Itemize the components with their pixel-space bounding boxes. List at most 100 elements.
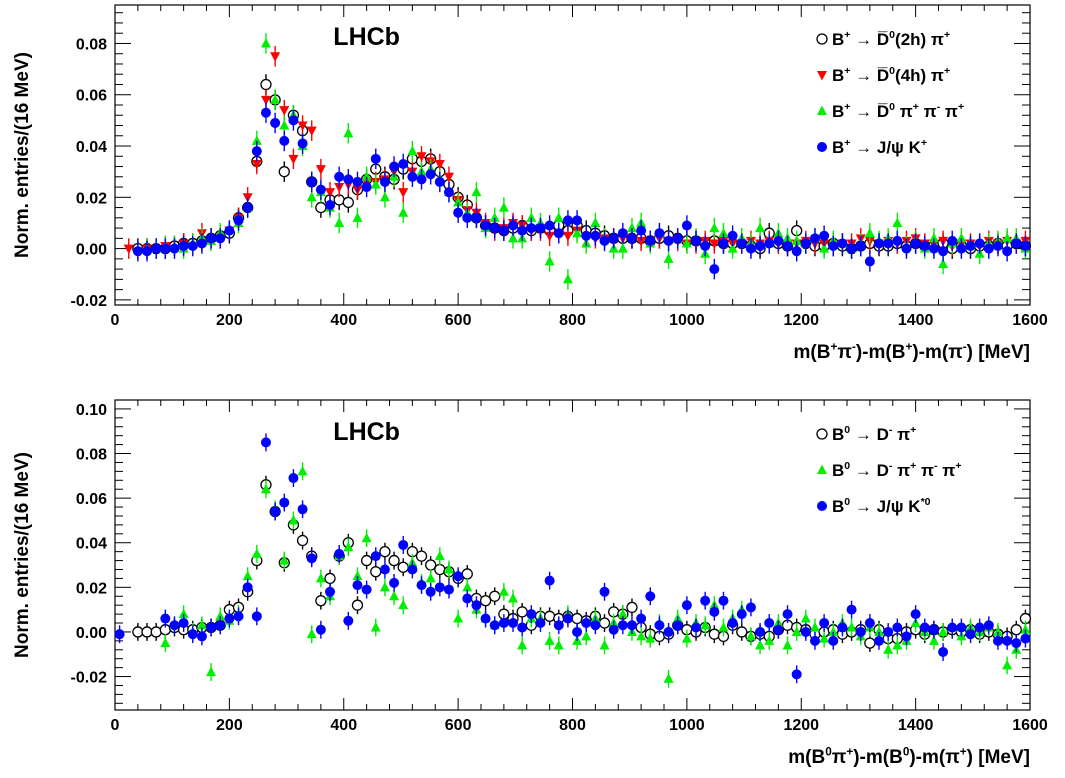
data-point <box>608 233 619 244</box>
data-point <box>416 152 427 162</box>
data-point <box>764 618 775 629</box>
data-point <box>123 244 134 255</box>
data-point <box>828 626 839 636</box>
data-point <box>242 570 253 581</box>
data-point <box>434 176 445 187</box>
data-point <box>544 575 555 586</box>
data-point <box>819 230 830 241</box>
data-point <box>343 615 354 626</box>
data-point <box>389 161 400 172</box>
legend-entry: B+​ → J/ψ K+​ <box>832 137 927 157</box>
legend-entry: B+​ → D̅0​ π+​ π-​ π+​ <box>832 101 964 121</box>
y-tick-label: 0.02 <box>76 580 107 597</box>
data-point <box>397 561 409 573</box>
data-point <box>425 169 436 180</box>
data-point <box>846 621 857 632</box>
data-point <box>251 135 262 145</box>
data-point <box>681 600 692 611</box>
data-point <box>691 622 702 633</box>
data-point <box>379 546 391 558</box>
data-point <box>1020 241 1031 252</box>
data-point <box>974 238 985 249</box>
data-point <box>297 465 308 476</box>
data-point <box>736 609 747 620</box>
data-point <box>370 621 381 632</box>
x-tick-label: 600 <box>445 717 472 734</box>
data-point <box>334 183 345 193</box>
y-tick-label: 0.06 <box>76 88 107 105</box>
data-point <box>636 630 647 641</box>
x-axis-label: m(B0​π+​)-m(B0​)-m(π+​) [MeV] <box>788 745 1030 768</box>
data-point <box>260 483 271 494</box>
legend-marker <box>817 501 827 511</box>
data-point <box>626 222 637 233</box>
data-point <box>388 554 400 567</box>
data-point <box>544 220 555 231</box>
data-point <box>334 548 345 559</box>
data-point <box>489 212 500 222</box>
data-point <box>471 186 482 197</box>
data-point <box>206 233 217 244</box>
data-point <box>142 246 153 257</box>
legend-entry: B+​ → D̅0​(2h) π+​ <box>832 29 950 49</box>
data-point <box>526 223 537 234</box>
data-point <box>855 241 866 252</box>
data-point <box>535 618 546 629</box>
data-point <box>434 563 446 576</box>
data-point <box>242 202 253 213</box>
data-point <box>379 176 390 187</box>
data-point <box>819 243 830 253</box>
data-point <box>132 246 143 257</box>
data-point <box>370 153 381 164</box>
data-point <box>279 135 290 146</box>
data-point <box>407 564 418 575</box>
data-point <box>846 243 857 254</box>
x-axis: 0 200 400 600 800 1000 1200 1400 1600 <box>111 5 1048 329</box>
data-point <box>215 610 226 621</box>
data-point <box>901 631 912 642</box>
y-tick-label: 0.04 <box>76 536 107 553</box>
data-point <box>389 577 400 588</box>
data-point <box>819 618 830 629</box>
data-point <box>553 620 564 631</box>
data-point <box>626 620 637 631</box>
data-point <box>508 618 519 629</box>
data-point <box>672 620 683 631</box>
data-point <box>645 235 656 246</box>
data-point <box>892 235 903 246</box>
data-point <box>306 553 317 564</box>
data-point <box>572 227 583 238</box>
data-point <box>288 514 299 525</box>
data-point <box>407 171 418 182</box>
data-point <box>901 243 912 254</box>
data-point <box>517 639 528 650</box>
data-point <box>654 228 665 239</box>
data-point <box>828 635 839 646</box>
data-point <box>992 635 1003 646</box>
data-point <box>342 196 354 209</box>
data-point <box>489 223 500 234</box>
data-point <box>727 230 738 241</box>
data-point <box>974 622 985 633</box>
data-point <box>855 626 866 637</box>
data-point <box>956 243 967 254</box>
data-point <box>617 228 628 239</box>
data-point <box>379 564 390 575</box>
data-point <box>581 630 592 641</box>
data-point <box>425 572 436 583</box>
data-point <box>709 264 720 275</box>
data-point <box>672 233 683 244</box>
data-point <box>608 624 619 635</box>
data-point <box>791 246 802 257</box>
data-point <box>160 637 171 648</box>
data-point <box>517 622 528 633</box>
data-point <box>169 620 180 631</box>
data-point <box>288 115 299 126</box>
data-point <box>663 235 674 246</box>
data-point <box>654 620 665 631</box>
data-point <box>956 622 967 633</box>
legend-entry: B0​ → D-​ π+​ <box>832 424 916 444</box>
data-point <box>636 236 647 247</box>
data-point <box>599 586 610 597</box>
x-tick-label: 1600 <box>1012 717 1048 734</box>
